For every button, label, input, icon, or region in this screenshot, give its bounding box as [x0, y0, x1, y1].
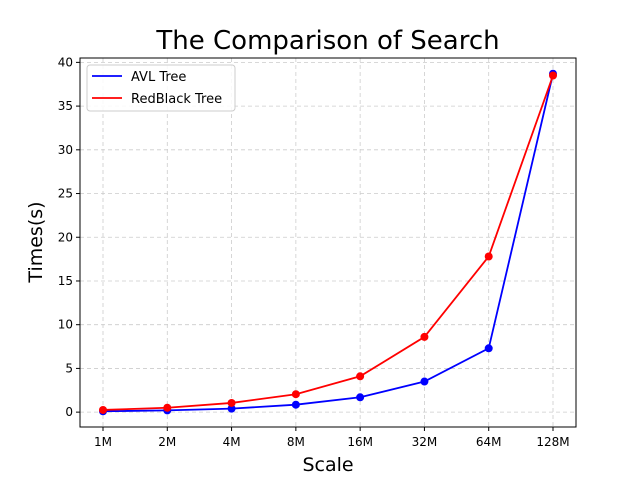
redblack-tree-point [227, 398, 236, 407]
redblack-tree-point [99, 405, 107, 414]
x-tick-label: 32M [412, 435, 438, 449]
avl-tree-point [484, 344, 493, 353]
legend: AVL Tree RedBlack Tree [86, 64, 236, 112]
x-axis-label: Scale [302, 454, 353, 476]
y-tick-label: 15 [58, 274, 73, 288]
redblack-tree-line [102, 75, 554, 411]
x-tick-label: 4M [223, 435, 241, 449]
chart-title: The Comparison of Search [155, 26, 499, 56]
legend-box [86, 64, 236, 112]
legend-label-redblack-tree: RedBlack Tree [131, 92, 222, 107]
y-axis-label: Times(s) [25, 201, 47, 283]
avl-tree-point [291, 400, 300, 409]
y-tick-label: 25 [58, 187, 73, 201]
y-tick-label: 0 [65, 405, 73, 419]
redblack-tree-point [291, 390, 300, 399]
redblack-tree-point [356, 372, 365, 381]
x-tick-label: 16M [347, 435, 373, 449]
x-tick-label: 1M [94, 435, 112, 449]
x-tick-label: 2M [158, 435, 176, 449]
redblack-tree-point [549, 71, 557, 80]
redblack-tree-point [484, 252, 493, 261]
grid [80, 58, 576, 427]
series-layer [99, 69, 557, 416]
redblack-tree-point [163, 403, 172, 412]
avl-tree-point [356, 393, 365, 402]
avl-tree-point [227, 404, 236, 413]
axis-ticks: 1M 2M 4M 8M 16M 32M 64M 128M 0 5 10 15 20 25 30 35 40 [58, 55, 570, 449]
y-tick-label: 35 [58, 99, 73, 113]
y-tick-label: 5 [65, 361, 73, 375]
y-tick-label: 40 [58, 55, 73, 69]
plot-area-frame [79, 57, 577, 428]
x-tick-label: 128M [536, 435, 569, 449]
redblack-tree-point [420, 332, 429, 341]
y-tick-label: 10 [58, 318, 73, 332]
x-tick-label: 64M [476, 435, 502, 449]
avl-tree-point [420, 377, 429, 386]
y-tick-label: 20 [58, 230, 73, 244]
y-tick-label: 30 [58, 143, 73, 157]
x-tick-label: 8M [287, 435, 305, 449]
legend-label-avl-tree: AVL Tree [131, 70, 186, 85]
avl-tree-line [102, 73, 554, 413]
